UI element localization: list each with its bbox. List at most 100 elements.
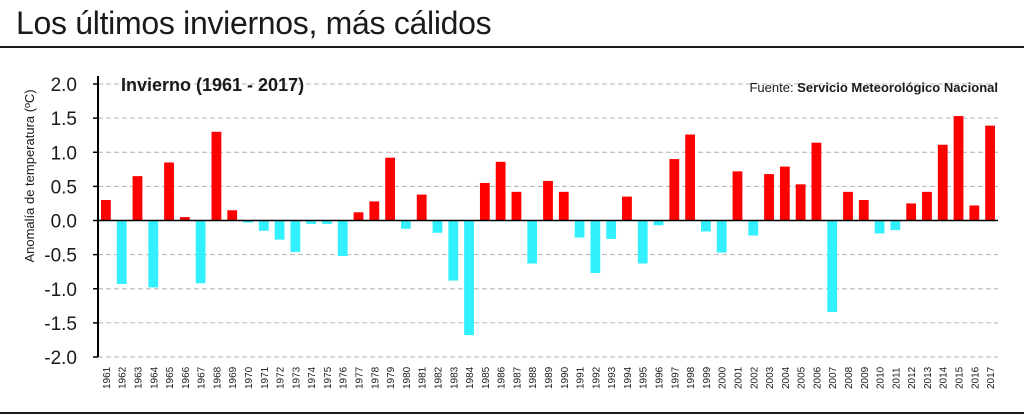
- y-tick-label: 0.0: [51, 212, 77, 233]
- x-tick-label: 1984: [465, 366, 476, 389]
- source-prefix: Fuente:: [749, 80, 797, 95]
- bar-1963: [132, 176, 143, 221]
- bar-2010: [874, 220, 885, 234]
- bar-1974: [306, 220, 317, 224]
- bar-2013: [922, 191, 932, 221]
- x-tick-label: 2014: [939, 366, 950, 389]
- bar-1979: [385, 157, 395, 221]
- bar-1967: [195, 220, 206, 284]
- x-tick-label: 2008: [844, 366, 855, 389]
- header: Los últimos inviernos, más cálidos: [0, 0, 1024, 48]
- bar-1991: [574, 220, 585, 238]
- bar-1966: [179, 217, 190, 221]
- x-tick-label: 2005: [797, 366, 808, 389]
- y-tick-label: -0.5: [44, 246, 77, 267]
- bar-2007: [827, 220, 838, 312]
- bar-1969: [227, 210, 238, 221]
- x-tick-label: 2015: [955, 366, 966, 389]
- x-tick-label: 1971: [260, 366, 271, 389]
- x-tick-label: 1985: [481, 366, 492, 389]
- bar-2017: [985, 125, 995, 221]
- y-tick-label: 2.0: [51, 75, 77, 96]
- y-tick-label: -2.0: [44, 348, 77, 369]
- x-tick-label: 1970: [244, 366, 255, 389]
- x-tick-label: 2006: [812, 366, 823, 389]
- x-tick-label: 1988: [528, 366, 539, 389]
- x-tick-label: 1972: [276, 366, 287, 389]
- x-tick-label: 1993: [607, 366, 618, 389]
- bar-1990: [558, 191, 569, 221]
- bar-1961: [101, 200, 111, 221]
- bar-1968: [211, 131, 222, 221]
- y-tick-labels: 2.0 1.5 1.0 0.5 0.0 -0.5 -1.0 -1.5 -2.0: [44, 75, 77, 369]
- x-tick-label: 2007: [828, 366, 839, 389]
- bar-1988: [527, 220, 538, 264]
- bar-1972: [274, 220, 285, 240]
- x-tick-label: 1969: [228, 366, 239, 389]
- bar-1997: [669, 159, 680, 221]
- x-tick-label: 1994: [623, 366, 634, 389]
- x-tick-label: 1963: [133, 366, 144, 389]
- bar-1976: [337, 220, 348, 256]
- page-title: Los últimos inviernos, más cálidos: [16, 5, 492, 41]
- x-tick-label: 1961: [102, 366, 113, 389]
- chart-title: Invierno (1961 - 2017): [121, 75, 304, 95]
- bar-1983: [448, 220, 459, 281]
- bar-2006: [811, 142, 822, 221]
- x-tick-label: 1987: [512, 366, 523, 389]
- x-tick-label: 1968: [212, 366, 223, 389]
- x-tick-label: 1997: [670, 366, 681, 389]
- bar-1965: [164, 162, 174, 221]
- x-tick-label: 1974: [307, 366, 318, 389]
- bar-1993: [606, 220, 617, 239]
- bar-1987: [511, 191, 522, 221]
- axes: [93, 76, 998, 358]
- x-tick-label: 1973: [291, 366, 302, 389]
- x-tick-label: 1986: [497, 366, 508, 389]
- bar-1982: [432, 220, 443, 233]
- x-tick-label: 1983: [449, 366, 460, 389]
- bar-1999: [701, 220, 711, 232]
- bar-2004: [779, 166, 790, 221]
- bar-2002: [748, 220, 759, 236]
- bar-1975: [322, 220, 332, 224]
- header-divider: [0, 46, 1024, 48]
- x-tick-label: 2011: [891, 367, 902, 389]
- source-name: Servicio Meteorológico Nacional: [797, 80, 998, 95]
- bar-1971: [258, 220, 269, 231]
- x-tick-label: 1980: [402, 366, 413, 389]
- bar-2009: [858, 200, 869, 221]
- x-tick-label: 1967: [197, 366, 208, 389]
- x-tick-labels: 1961 1962 1963 1964 1965 1966 1967 1968 1969 1970…: [102, 366, 997, 389]
- bar-1964: [148, 220, 159, 288]
- y-tick-label: -1.5: [44, 314, 77, 335]
- x-tick-label: 1991: [576, 366, 587, 389]
- bar-2003: [764, 174, 774, 221]
- y-tick-label: -1.0: [44, 280, 77, 301]
- x-tick-label: 1982: [433, 366, 444, 389]
- x-tick-label: 2013: [923, 366, 934, 389]
- x-tick-label: 2010: [876, 366, 887, 389]
- x-tick-label: 1992: [591, 366, 602, 389]
- temperature-anomaly-chart: 2.0 1.5 1.0 0.5 0.0 -0.5 -1.0 -1.5 -2.0 1961 1962…: [22, 75, 998, 389]
- x-tick-label: 2002: [749, 366, 760, 389]
- y-tick-label: 1.5: [51, 109, 77, 130]
- bar-2000: [716, 220, 727, 253]
- x-tick-label: 2004: [781, 366, 792, 389]
- bar-1978: [369, 201, 380, 221]
- x-tick-label: 1996: [655, 366, 666, 389]
- bar-2001: [732, 171, 743, 221]
- x-tick-label: 1999: [702, 366, 713, 389]
- bar-1977: [353, 212, 364, 221]
- bar-2012: [906, 203, 917, 221]
- x-tick-label: 2000: [718, 366, 729, 389]
- bar-1998: [685, 134, 695, 221]
- bar-1996: [653, 220, 664, 226]
- y-axis-label: Anomalía de temperatura (ºC): [22, 89, 37, 262]
- bar-2015: [953, 116, 964, 221]
- bar-2008: [843, 191, 853, 221]
- y-tick-label: 0.5: [51, 177, 77, 198]
- x-tick-label: 1964: [149, 366, 160, 389]
- x-tick-label: 1981: [418, 366, 429, 389]
- x-tick-label: 1962: [118, 366, 129, 389]
